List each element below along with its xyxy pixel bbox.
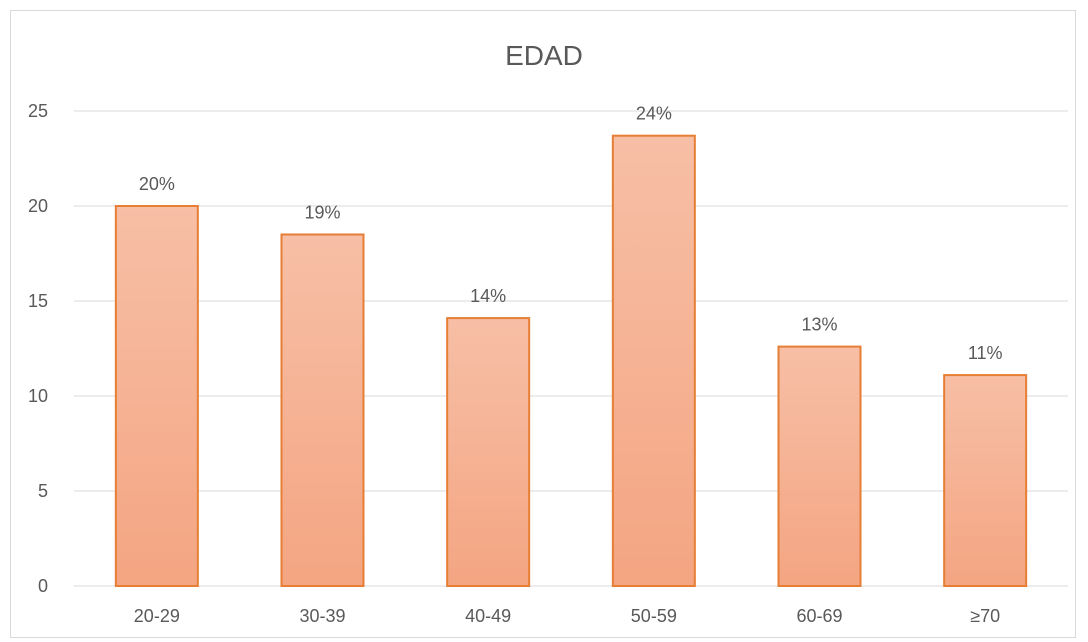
x-category-label: 40-49	[465, 606, 511, 626]
chart-title: EDAD	[505, 40, 583, 71]
bar	[943, 374, 1028, 587]
x-category-label: 60-69	[796, 606, 842, 626]
data-label: 11%	[968, 343, 1003, 363]
bar	[611, 134, 696, 587]
bar	[280, 233, 365, 587]
x-category-label: 20-29	[134, 606, 180, 626]
y-axis-ticks: 0 5 10 15 20 25	[28, 101, 48, 596]
y-tick-label: 20	[28, 196, 48, 216]
data-label: 19%	[304, 203, 340, 223]
x-axis-categories: 20-29 30-39 40-49 50-59 60-69 ≥70	[134, 606, 1000, 626]
gridlines	[74, 110, 1068, 587]
x-category-label: 30-39	[299, 606, 345, 626]
data-label: 13%	[801, 315, 837, 335]
x-category-label: 50-59	[631, 606, 677, 626]
bar	[446, 317, 531, 587]
data-label: 14%	[470, 286, 506, 306]
bar	[777, 345, 862, 587]
y-tick-label: 0	[38, 576, 48, 596]
y-tick-label: 25	[28, 101, 48, 121]
bars	[114, 134, 1028, 587]
y-tick-label: 15	[28, 291, 48, 311]
bar	[114, 205, 199, 587]
y-tick-label: 10	[28, 386, 48, 406]
x-category-label: ≥70	[970, 606, 1000, 626]
data-label: 24%	[636, 104, 672, 124]
data-labels: 20% 19% 14% 24% 13% 11%	[139, 104, 1003, 363]
data-label: 20%	[139, 174, 175, 194]
y-tick-label: 5	[38, 481, 48, 501]
